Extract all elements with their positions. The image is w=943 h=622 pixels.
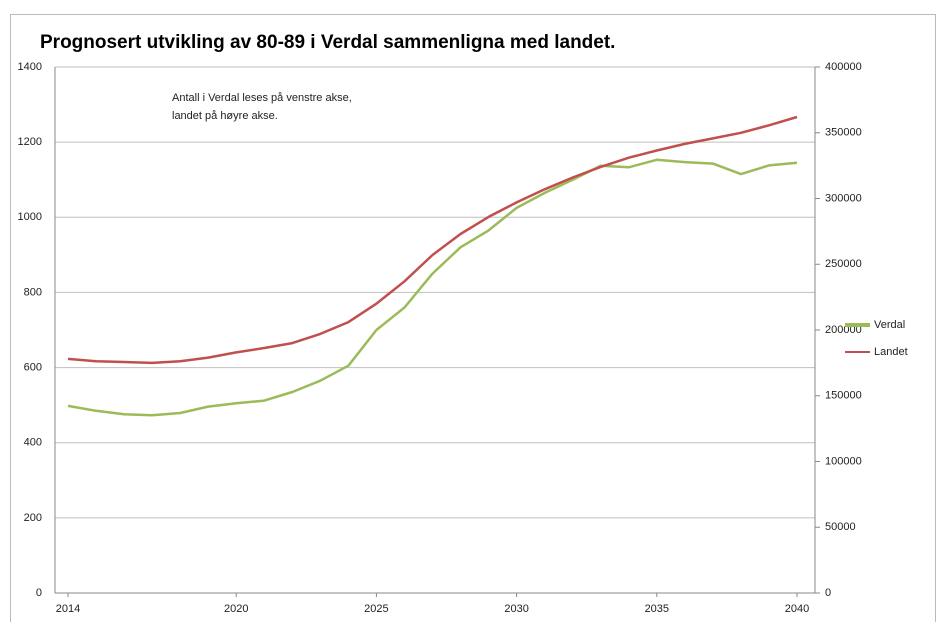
y2-tick-label: 50000 xyxy=(825,521,856,533)
y-tick-label: 200 xyxy=(24,512,42,524)
y2-tick-label: 400000 xyxy=(825,61,862,73)
y-tick-label: 1200 xyxy=(18,136,42,148)
y2-tick-label: 0 xyxy=(825,587,831,599)
x-tick-label: 2025 xyxy=(364,603,388,615)
y-tick-label: 1400 xyxy=(18,61,42,73)
x-tick-label: 2020 xyxy=(224,603,248,615)
annotation: Antall i Verdal leses på venstre akse, xyxy=(172,92,352,104)
line-series xyxy=(67,115,798,365)
y-tick-label: 400 xyxy=(24,437,42,449)
x-tick-label: 2030 xyxy=(504,603,528,615)
y2-tick-label: 250000 xyxy=(825,258,862,270)
y-tick-label: 800 xyxy=(24,286,42,298)
x-tick-label: 2040 xyxy=(785,603,809,615)
line-series xyxy=(67,158,798,417)
y2-tick-label: 300000 xyxy=(825,192,862,204)
annotation: landet på høyre akse. xyxy=(172,110,278,122)
y-tick-label: 0 xyxy=(36,587,42,599)
x-tick-label: 2035 xyxy=(645,603,669,615)
x-tick-label: 2014 xyxy=(56,603,80,615)
y2-tick-label: 150000 xyxy=(825,390,862,402)
y-tick-label: 1000 xyxy=(18,211,42,223)
y2-tick-label: 350000 xyxy=(825,127,862,139)
chart-frame xyxy=(10,14,936,622)
legend-label: Verdal xyxy=(874,319,905,331)
chart-title: Prognosert utvikling av 80-89 i Verdal s… xyxy=(40,32,615,53)
y-tick-label: 600 xyxy=(24,361,42,373)
y2-tick-label: 100000 xyxy=(825,455,862,467)
legend-label: Landet xyxy=(874,346,908,358)
